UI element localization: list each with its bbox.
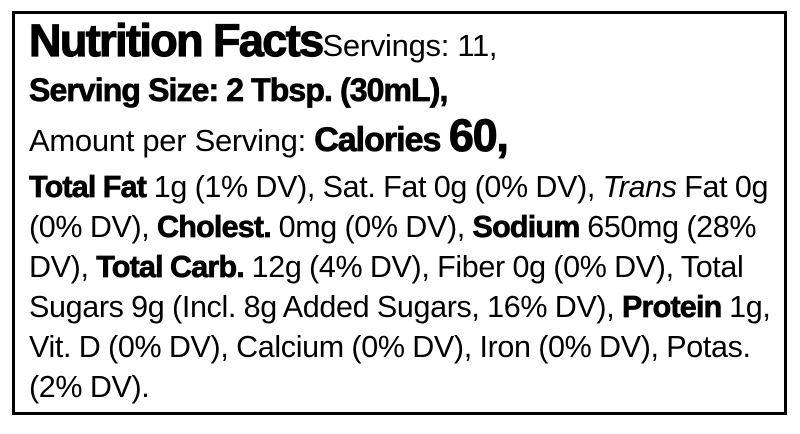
trans-fat-value: Fat 0g (0% DV),: [29, 170, 769, 244]
page-title: Nutrition Facts: [28, 15, 324, 66]
sodium-label: Sodium: [472, 210, 581, 245]
sodium-value: 650mg (28% DV),: [29, 210, 757, 284]
calories-row: Amount per Serving: Calories 60,: [29, 110, 776, 166]
total-fat-label: Total Fat: [29, 170, 148, 205]
cholesterol-value: 0mg (0% DV),: [270, 210, 473, 244]
protein-label: Protein: [622, 290, 723, 325]
total-carb-value: 12g (4% DV), Fiber 0g (0% DV), Total Sug…: [29, 250, 744, 324]
nutrient-list: Total Fat 1g (1% DV), Sat. Fat 0g (0% DV…: [29, 167, 776, 407]
nutrition-facts-panel: Nutrition FactsServings: 11, Serving Siz…: [12, 11, 787, 415]
nutrition-facts-content: Nutrition FactsServings: 11, Serving Siz…: [28, 15, 776, 407]
trans-fat-label: Trans: [602, 170, 677, 204]
calories-label: Calories: [314, 121, 442, 160]
cholesterol-label: Cholest.: [157, 210, 272, 245]
calories-value: 60,: [448, 110, 509, 161]
protein-value: 1g, Vit. D (0% DV), Calcium (0% DV), Iro…: [29, 290, 771, 404]
nutrition-facts-header: Nutrition FactsServings: 11, Serving Siz…: [28, 15, 776, 112]
servings-text: Servings: 11,: [322, 28, 498, 63]
amount-per-serving-label: Amount per Serving:: [29, 123, 306, 158]
total-fat-value: 1g (1% DV), Sat. Fat 0g (0% DV),: [146, 170, 603, 204]
total-carb-label: Total Carb.: [96, 250, 245, 285]
serving-size-text: Serving Size: 2 Tbsp. (30mL),: [29, 72, 449, 109]
